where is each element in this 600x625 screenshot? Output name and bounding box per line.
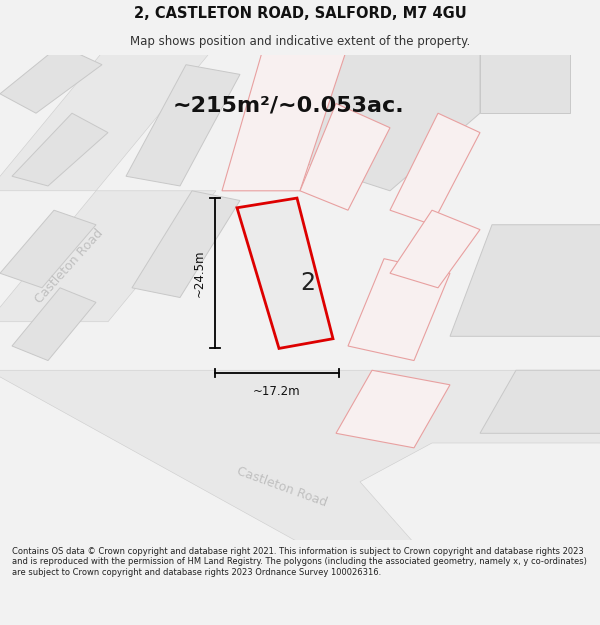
Polygon shape [480,45,570,113]
Polygon shape [0,45,102,113]
Polygon shape [12,288,96,361]
Polygon shape [390,113,480,225]
Polygon shape [300,104,390,210]
Polygon shape [222,45,348,191]
Polygon shape [126,65,240,186]
Text: ~17.2m: ~17.2m [253,385,301,398]
Text: Castleton Road: Castleton Road [235,464,329,509]
Polygon shape [12,113,108,186]
Text: 2, CASTLETON ROAD, SALFORD, M7 4GU: 2, CASTLETON ROAD, SALFORD, M7 4GU [134,6,466,21]
Text: Contains OS data © Crown copyright and database right 2021. This information is : Contains OS data © Crown copyright and d… [12,547,587,577]
Polygon shape [336,370,450,448]
Polygon shape [348,259,450,361]
Polygon shape [0,45,216,191]
Text: Map shows position and indicative extent of the property.: Map shows position and indicative extent… [130,35,470,48]
Text: 2: 2 [300,271,315,295]
Polygon shape [132,191,240,298]
Text: Castleton Road: Castleton Road [32,226,106,306]
Polygon shape [480,370,600,433]
Polygon shape [450,225,600,336]
Polygon shape [0,370,600,550]
Polygon shape [390,210,480,288]
Polygon shape [300,45,480,191]
Polygon shape [237,198,333,348]
Text: ~24.5m: ~24.5m [193,249,206,297]
Polygon shape [0,191,216,322]
Text: ~215m²/~0.053ac.: ~215m²/~0.053ac. [172,96,404,116]
Polygon shape [0,210,96,288]
